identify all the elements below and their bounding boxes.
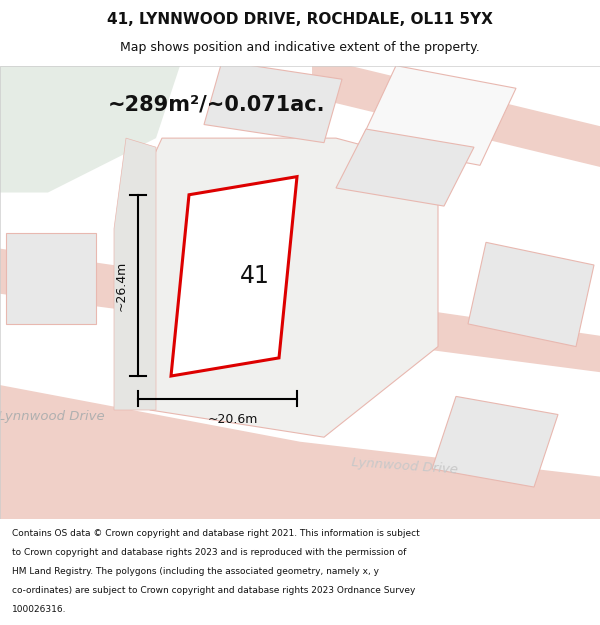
Text: Lynnwood Drive: Lynnwood Drive bbox=[352, 456, 458, 477]
Polygon shape bbox=[468, 242, 594, 346]
Polygon shape bbox=[336, 129, 474, 206]
Polygon shape bbox=[0, 66, 180, 192]
Text: 41, LYNNWOOD DRIVE, ROCHDALE, OL11 5YX: 41, LYNNWOOD DRIVE, ROCHDALE, OL11 5YX bbox=[107, 12, 493, 27]
Polygon shape bbox=[0, 382, 600, 528]
Text: to Crown copyright and database rights 2023 and is reproduced with the permissio: to Crown copyright and database rights 2… bbox=[12, 548, 406, 558]
Text: 100026316.: 100026316. bbox=[12, 605, 67, 614]
Polygon shape bbox=[171, 177, 297, 376]
Polygon shape bbox=[312, 56, 600, 170]
Polygon shape bbox=[120, 138, 438, 438]
Polygon shape bbox=[6, 233, 96, 324]
Text: ~289m²/~0.071ac.: ~289m²/~0.071ac. bbox=[107, 94, 325, 114]
Polygon shape bbox=[204, 61, 342, 142]
Polygon shape bbox=[0, 247, 600, 374]
Polygon shape bbox=[432, 396, 558, 487]
Text: Lynnwood Drive: Lynnwood Drive bbox=[0, 410, 104, 423]
Polygon shape bbox=[360, 66, 516, 165]
Polygon shape bbox=[114, 138, 156, 410]
Text: Contains OS data © Crown copyright and database right 2021. This information is : Contains OS data © Crown copyright and d… bbox=[12, 529, 420, 538]
Text: 41: 41 bbox=[240, 264, 270, 288]
Text: ~26.4m: ~26.4m bbox=[115, 260, 128, 311]
Text: ~20.6m: ~20.6m bbox=[208, 412, 257, 426]
Text: HM Land Registry. The polygons (including the associated geometry, namely x, y: HM Land Registry. The polygons (includin… bbox=[12, 568, 379, 576]
Text: co-ordinates) are subject to Crown copyright and database rights 2023 Ordnance S: co-ordinates) are subject to Crown copyr… bbox=[12, 586, 415, 595]
Text: Map shows position and indicative extent of the property.: Map shows position and indicative extent… bbox=[120, 41, 480, 54]
